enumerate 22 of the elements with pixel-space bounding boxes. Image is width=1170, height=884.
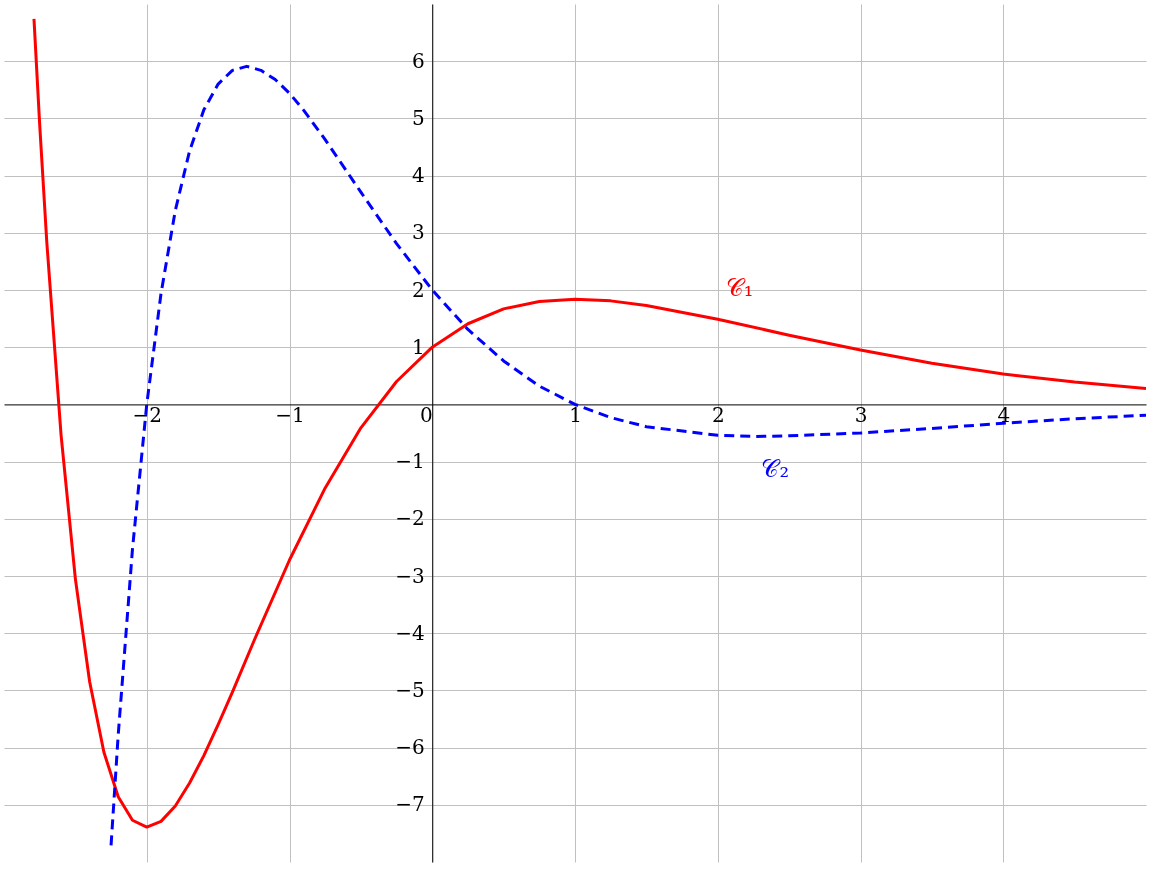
y-tick-label: 4 xyxy=(412,163,425,188)
y-tick-label: −6 xyxy=(395,735,425,760)
x-tick-label: 0 xyxy=(420,402,433,427)
x-tick-label: 3 xyxy=(854,402,868,427)
series-label: 𝒞₂ xyxy=(761,455,790,484)
y-tick-label: −2 xyxy=(395,506,425,531)
x-tick-label: −2 xyxy=(132,402,162,427)
y-tick-label: 2 xyxy=(412,277,425,302)
series-label: 𝒞₁ xyxy=(725,274,754,303)
y-tick-label: −3 xyxy=(395,563,425,588)
y-tick-label: 6 xyxy=(412,48,425,73)
x-tick-label: 2 xyxy=(711,402,725,427)
x-tick-label: 1 xyxy=(569,402,582,427)
y-tick-label: −5 xyxy=(395,677,425,702)
y-tick-label: −7 xyxy=(395,792,425,817)
y-tick-label: −4 xyxy=(395,620,425,645)
y-tick-label: 3 xyxy=(412,220,425,245)
y-tick-label: −1 xyxy=(395,449,425,474)
y-tick-label: 5 xyxy=(412,105,425,130)
y-tick-label: 1 xyxy=(412,334,425,359)
x-tick-label: −1 xyxy=(275,402,305,427)
x-tick-label: 4 xyxy=(997,402,1011,427)
